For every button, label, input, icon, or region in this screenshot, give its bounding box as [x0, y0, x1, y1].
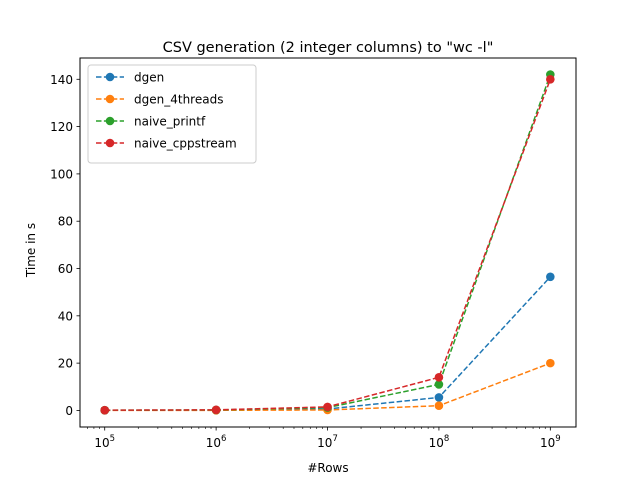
y-tick-label: 40 — [58, 309, 73, 323]
x-tick-base: 10 — [429, 436, 444, 450]
plot-frame — [79, 57, 577, 428]
data-point — [546, 358, 555, 368]
legend-marker — [105, 94, 115, 104]
data-point — [546, 74, 555, 84]
x-tick-label: 108 — [429, 434, 450, 450]
data-point — [434, 373, 444, 382]
x-tick-base: 10 — [94, 436, 109, 450]
legend-marker — [105, 116, 115, 126]
legend-box — [87, 64, 257, 164]
legend-marker — [105, 138, 115, 148]
y-tick-label: 140 — [50, 73, 73, 87]
data-point — [323, 402, 332, 412]
x-tick-label: 105 — [94, 434, 115, 450]
legend-label: dgen — [134, 71, 164, 85]
data-point — [546, 272, 555, 282]
legend-label: naive_printf — [134, 115, 206, 129]
legend: dgen dgen_4threads naive_printf naive_cppst… — [87, 64, 257, 164]
y-tick-label: 0 — [65, 404, 73, 418]
y-tick-label: 120 — [50, 120, 73, 134]
data-point — [434, 393, 444, 402]
data-point — [100, 405, 110, 415]
legend-item-naive_printf: naive_printf — [96, 115, 206, 129]
data-point — [211, 405, 221, 415]
x-tick-exponent: 8 — [444, 434, 449, 444]
x-tick-label: 109 — [540, 434, 561, 450]
y-tick-label: 20 — [58, 357, 73, 371]
y-tick-label: 80 — [58, 215, 73, 229]
y-tick-label: 60 — [58, 262, 73, 276]
x-tick-exponent: 6 — [221, 434, 226, 444]
legend-marker — [105, 72, 115, 82]
x-tick-label: 107 — [317, 434, 338, 450]
chart-title: CSV generation (2 integer columns) to "w… — [163, 40, 494, 56]
legend-label: naive_cppstream — [134, 137, 237, 151]
data-point — [434, 401, 444, 411]
x-tick-exponent: 9 — [555, 434, 560, 444]
x-tick-base: 10 — [317, 436, 332, 450]
y-axis-label: Time in s — [24, 223, 38, 278]
y-tick-label: 100 — [50, 167, 73, 181]
legend-item-naive_cppstream: naive_cppstream — [96, 137, 237, 151]
x-tick-label: 106 — [206, 434, 227, 450]
x-axis-label: #Rows — [307, 461, 348, 475]
legend-item-dgen_4threads: dgen_4threads — [96, 93, 223, 107]
x-tick-base: 10 — [540, 436, 555, 450]
series-naive_cppstream — [100, 74, 555, 415]
x-tick-exponent: 7 — [332, 434, 337, 444]
legend-item-dgen: dgen — [96, 71, 164, 85]
x-tick-base: 10 — [206, 436, 221, 450]
legend-label: dgen_4threads — [134, 93, 223, 107]
data-point — [434, 380, 444, 389]
series-layer — [100, 70, 555, 415]
x-tick-exponent: 5 — [110, 434, 115, 444]
